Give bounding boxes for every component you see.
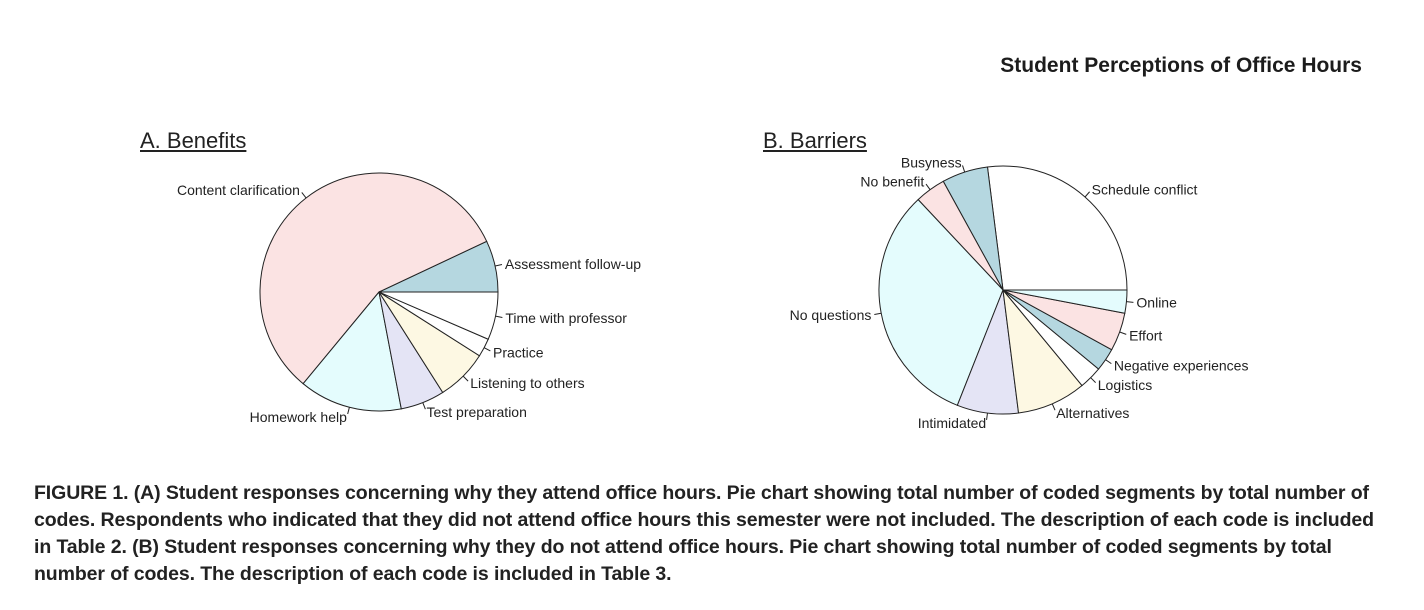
barriers-label-schedule-conflict: Schedule conflict: [1092, 181, 1198, 197]
benefits-leader-practice: [483, 347, 491, 352]
barriers-leader-schedule-conflict: [1084, 191, 1091, 198]
barriers-leader-online: [1126, 301, 1134, 303]
barriers-label-intimidated: Intimidated: [918, 415, 986, 431]
benefits-label-listening-to-others: Listening to others: [470, 375, 584, 391]
barriers-label-no-questions: No questions: [790, 307, 872, 323]
benefits-label-practice: Practice: [493, 344, 544, 360]
benefits-leader-test-preparation: [422, 402, 426, 410]
figure-caption: FIGURE 1. (A) Student responses concerni…: [34, 482, 1374, 585]
barriers-leader-negative-experiences: [1105, 359, 1112, 365]
benefits-leader-homework-help: [347, 407, 350, 415]
barriers-leader-effort: [1119, 331, 1127, 335]
barriers-leader-intimidated: [986, 412, 988, 421]
benefits-label-test-preparation: Test preparation: [426, 404, 526, 420]
benefits-leader-assessment-follow-up: [495, 264, 503, 267]
benefits-slice-content-clarification: [259, 172, 488, 385]
panel-a-title: A. Benefits: [140, 128, 247, 153]
barriers-leader-no-questions: [874, 312, 882, 316]
barriers-label-logistics: Logistics: [1098, 377, 1152, 393]
benefits-label-homework-help: Homework help: [250, 409, 347, 425]
barriers-leader-alternatives: [1051, 403, 1056, 411]
benefits-slice-homework-help: [302, 290, 402, 412]
benefits-leader-content-clarification: [301, 192, 307, 199]
barriers-leader-no-benefit: [925, 183, 931, 190]
barriers-leader-busyness: [962, 165, 966, 173]
barriers-label-negative-experiences: Negative experiences: [1114, 357, 1249, 373]
benefits-label-content-clarification: Content clarification: [177, 182, 300, 198]
barriers-label-alternatives: Alternatives: [1056, 405, 1129, 421]
benefits-slice-time-with-professor: [378, 291, 499, 340]
running-title: Student Perceptions of Office Hours: [1000, 54, 1362, 77]
barriers-slice-schedule-conflict: [986, 165, 1128, 291]
barriers-label-no-benefit: No benefit: [860, 174, 924, 190]
barriers-slice-no-questions: [878, 198, 1004, 406]
benefits-leader-time-with-professor: [495, 315, 503, 319]
panel-b-title: B. Barriers: [763, 128, 867, 153]
benefits-label-time-with-professor: Time with professor: [505, 310, 627, 326]
benefits-label-assessment-follow-up: Assessment follow-up: [505, 256, 641, 272]
barriers-label-effort: Effort: [1129, 327, 1162, 343]
barriers-leader-logistics: [1090, 377, 1096, 383]
barriers-label-online: Online: [1136, 295, 1177, 311]
barriers-slice-online: [1002, 289, 1128, 314]
benefits-leader-listening-to-others: [462, 375, 469, 382]
barriers-label-busyness: Busyness: [901, 155, 962, 171]
